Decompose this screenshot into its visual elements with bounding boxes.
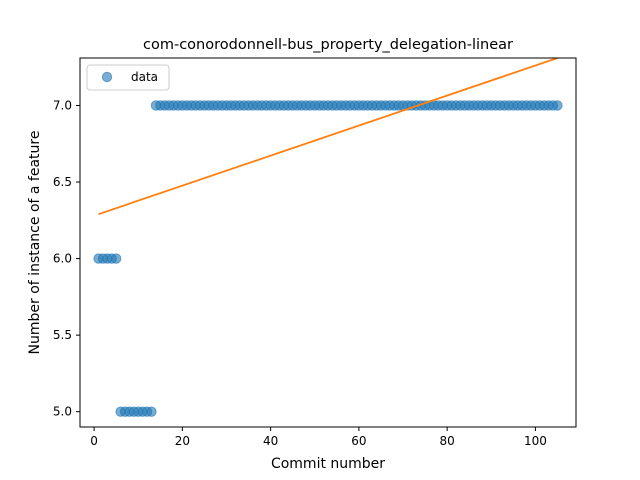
y-tick-label: 6.5: [53, 175, 72, 189]
y-tick-label: 7.0: [53, 98, 72, 112]
chart-title: com-conorodonnell-bus_property_delegatio…: [143, 37, 513, 53]
data-point: [552, 100, 563, 111]
y-tick-label: 5.5: [53, 328, 72, 342]
x-axis: 0 20 40 60 80 100: [90, 427, 547, 448]
data-point: [146, 406, 157, 417]
x-tick-label: 20: [175, 434, 190, 448]
axes-frame: [79, 57, 577, 428]
legend-label-data: data: [131, 70, 158, 84]
y-tick-label: 5.0: [53, 405, 72, 419]
legend: data: [86, 64, 170, 91]
y-tick-label: 6.0: [53, 252, 72, 266]
x-axis-label: Commit number: [271, 456, 385, 472]
x-tick-label: 80: [440, 434, 455, 448]
plot-area: [93, 57, 563, 417]
x-tick-label: 40: [263, 434, 278, 448]
x-tick-label: 100: [524, 434, 547, 448]
legend-marker-data: [101, 71, 113, 83]
legend-frame: [86, 64, 170, 91]
data-point: [110, 253, 122, 264]
x-tick-label: 60: [351, 434, 366, 448]
y-axis: 5.0 5.5 6.0 6.5 7.0: [53, 98, 80, 419]
y-axis-label: Number of instance of a feature: [27, 131, 43, 355]
x-tick-label: 0: [90, 434, 98, 448]
trend-line: [98, 57, 558, 216]
